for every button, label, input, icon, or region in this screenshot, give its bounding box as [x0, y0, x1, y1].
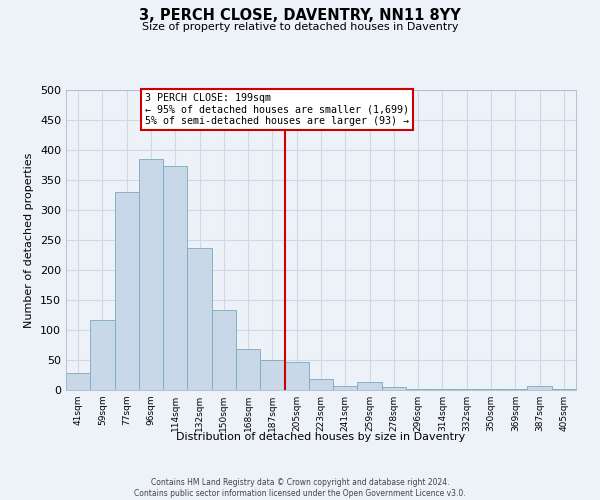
Bar — [187, 248, 212, 390]
Bar — [527, 386, 552, 390]
Y-axis label: Number of detached properties: Number of detached properties — [25, 152, 34, 328]
Bar — [163, 166, 187, 390]
Bar — [333, 386, 358, 390]
Bar — [115, 192, 139, 390]
Bar — [139, 159, 163, 390]
Text: Contains HM Land Registry data © Crown copyright and database right 2024.
Contai: Contains HM Land Registry data © Crown c… — [134, 478, 466, 498]
Bar — [309, 379, 333, 390]
Bar — [212, 310, 236, 390]
Bar — [382, 387, 406, 390]
Bar — [284, 362, 309, 390]
Bar — [236, 349, 260, 390]
Bar — [260, 360, 284, 390]
Text: Distribution of detached houses by size in Daventry: Distribution of detached houses by size … — [176, 432, 466, 442]
Text: 3, PERCH CLOSE, DAVENTRY, NN11 8YY: 3, PERCH CLOSE, DAVENTRY, NN11 8YY — [139, 8, 461, 22]
Bar — [406, 389, 430, 390]
Bar — [66, 373, 90, 390]
Bar — [358, 382, 382, 390]
Bar — [90, 320, 115, 390]
Text: Size of property relative to detached houses in Daventry: Size of property relative to detached ho… — [142, 22, 458, 32]
Text: 3 PERCH CLOSE: 199sqm
← 95% of detached houses are smaller (1,699)
5% of semi-de: 3 PERCH CLOSE: 199sqm ← 95% of detached … — [145, 93, 409, 126]
